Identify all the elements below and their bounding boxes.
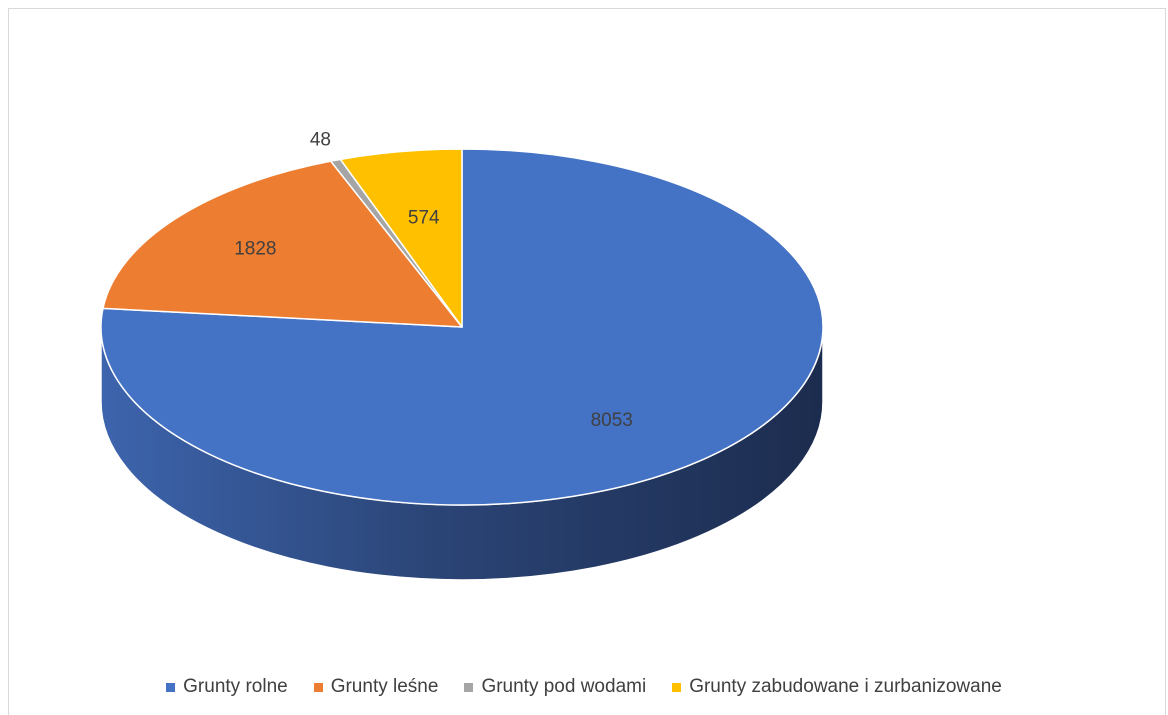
legend-swatch-3 [672,683,681,692]
legend-swatch-2 [464,683,473,692]
legend-swatch-1 [314,683,323,692]
legend-item-1: Grunty leśne [314,676,439,698]
legend-label-1: Grunty leśne [331,676,439,698]
legend: Grunty rolne Grunty leśne Grunty pod wod… [0,672,1168,702]
legend-label-2: Grunty pod wodami [481,676,646,698]
legend-item-2: Grunty pod wodami [464,676,646,698]
pie-chart: 8053 1828 48 574 [0,0,1168,670]
legend-label-0: Grunty rolne [183,676,288,698]
legend-item-0: Grunty rolne [166,676,288,698]
legend-swatch-0 [166,683,175,692]
data-label-1: 1828 [234,238,276,259]
pie-top-face [101,149,823,505]
legend-label-3: Grunty zabudowane i zurbanizowane [689,676,1002,698]
data-label-3: 574 [408,207,440,228]
data-label-0: 8053 [591,410,633,431]
legend-item-3: Grunty zabudowane i zurbanizowane [672,676,1002,698]
data-label-2: 48 [310,129,331,150]
